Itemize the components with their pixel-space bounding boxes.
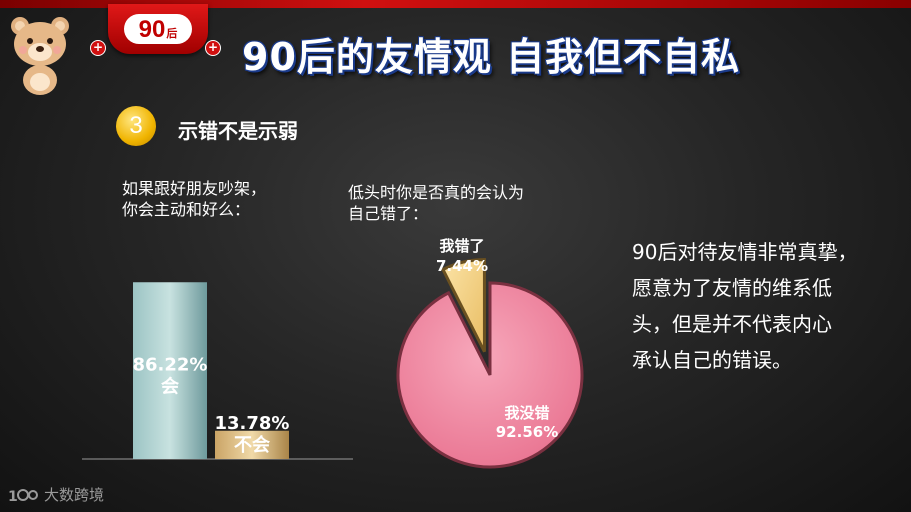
- conclusion-line-2: 愿意为了友情的维系低: [632, 276, 832, 300]
- question-2-line-2: 自己错了：: [348, 204, 429, 223]
- header-tab-suffix: 后: [166, 27, 178, 40]
- conclusion-line-1: 90后对待友情非常真挚，: [632, 240, 858, 264]
- page-title: 90后的友情观 自我但不自私: [242, 35, 741, 79]
- bar-1: [133, 282, 207, 459]
- question-2: 低头时你是否真的会认为 自己错了：: [348, 182, 524, 224]
- header-tab-badge: 90 后: [124, 14, 192, 44]
- logo-icon: 1: [8, 488, 38, 505]
- pie-value-label: 92.56%: [496, 423, 558, 441]
- section-heading: 示错不是示弱: [178, 119, 298, 143]
- bar-category-label: 不会: [234, 434, 270, 456]
- question-1: 如果跟好朋友吵架， 你会主动和好么：: [122, 178, 266, 220]
- top-accent-bar: [0, 0, 911, 8]
- bar-value-label: 13.78%: [215, 413, 290, 434]
- plus-icon: +: [90, 40, 106, 56]
- pie-slice-2: [440, 258, 486, 353]
- question-2-line-1: 低头时你是否真的会认为: [348, 183, 525, 202]
- conclusion-line-4: 承认自己的错误。: [632, 348, 792, 372]
- plus-icon: +: [205, 40, 221, 56]
- pie-slice-label: 我错了: [439, 237, 484, 255]
- question-1-line-1: 如果跟好朋友吵架，: [122, 179, 267, 198]
- conclusion-line-3: 头，但是并不代表内心: [632, 312, 832, 336]
- pie-slice-label: 我没错: [504, 404, 549, 422]
- section-number-badge: 3: [116, 106, 156, 146]
- footer-logo: 1 大数跨境: [8, 484, 104, 505]
- conclusion-text: 90后对待友情非常真挚， 愿意为了友情的维系低 头，但是并不代表内心 承认自己的…: [632, 234, 902, 378]
- bar-category-label: 会: [161, 376, 179, 398]
- logo-text: 大数跨境: [44, 486, 105, 504]
- pie-slice-1: [396, 281, 584, 469]
- bear-mascot-icon: [11, 17, 69, 95]
- svg-text:1: 1: [8, 489, 18, 505]
- pie-value-label: 7.44%: [436, 257, 488, 275]
- bar-value-label: 86.22%: [133, 355, 208, 376]
- header-tab-number: 90: [138, 16, 166, 43]
- question-1-line-2: 你会主动和好么：: [122, 200, 251, 219]
- bar-2: [215, 430, 289, 459]
